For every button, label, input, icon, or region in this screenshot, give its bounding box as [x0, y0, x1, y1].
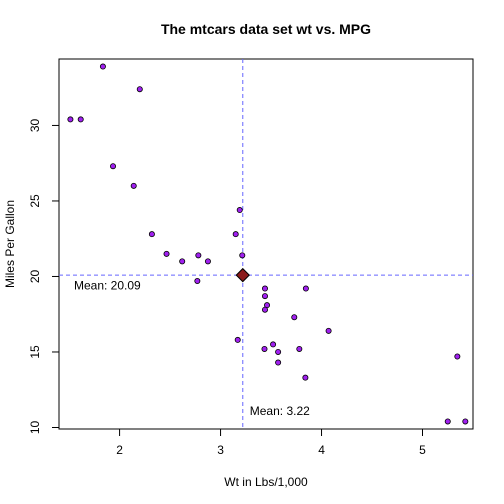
- data-point-21: [270, 342, 275, 347]
- x-tick-label-2: 2: [116, 443, 123, 457]
- mean-marker: [236, 269, 249, 282]
- data-point-25: [110, 164, 115, 169]
- data-point-23: [303, 375, 308, 380]
- data-point-11: [326, 328, 331, 333]
- data-point-28: [235, 337, 240, 342]
- data-point-19: [100, 64, 105, 69]
- x-axis-label: Wt in Lbs/1,000: [224, 475, 308, 489]
- data-point-14: [445, 419, 450, 424]
- y-tick-label-15: 15: [28, 345, 42, 359]
- data-point-13: [297, 346, 302, 351]
- data-point-29: [195, 278, 200, 283]
- data-point-0: [180, 259, 185, 264]
- y-tick-label-20: 20: [28, 269, 42, 283]
- data-point-15: [463, 419, 468, 424]
- data-point-9: [262, 286, 267, 291]
- data-point-24: [303, 286, 308, 291]
- data-point-8: [233, 232, 238, 237]
- data-point-16: [455, 354, 460, 359]
- mean-y-annotation: Mean: 20.09: [74, 278, 141, 292]
- data-point-6: [276, 360, 281, 365]
- y-axis-label: Miles Per Gallon: [3, 200, 17, 288]
- data-point-17: [137, 87, 142, 92]
- data-point-10: [262, 307, 267, 312]
- data-point-18: [78, 117, 83, 122]
- data-point-22: [262, 346, 267, 351]
- x-tick-label-5: 5: [419, 443, 426, 457]
- data-point-30: [276, 349, 281, 354]
- data-point-20: [164, 251, 169, 256]
- y-tick-label-10: 10: [28, 420, 42, 434]
- data-point-2: [149, 232, 154, 237]
- chart-title: The mtcars data set wt vs. MPG: [161, 21, 371, 37]
- x-tick-label-3: 3: [217, 443, 224, 457]
- data-point-27: [68, 117, 73, 122]
- data-point-3: [240, 253, 245, 258]
- data-point-26: [131, 183, 136, 188]
- plot-frame: [59, 59, 473, 429]
- x-tick-label-4: 4: [318, 443, 325, 457]
- data-point-4: [262, 294, 267, 299]
- data-point-12: [292, 315, 297, 320]
- plot-area: 2 3 4 5 10 15 20 25 30 Mean: 20.09 Mean: 3.22: [28, 59, 473, 457]
- data-point-7: [237, 207, 242, 212]
- data-point-31: [196, 253, 201, 258]
- y-tick-label-30: 30: [28, 118, 42, 132]
- y-tick-label-25: 25: [28, 194, 42, 208]
- mean-x-annotation: Mean: 3.22: [250, 404, 310, 418]
- data-point-1: [205, 259, 210, 264]
